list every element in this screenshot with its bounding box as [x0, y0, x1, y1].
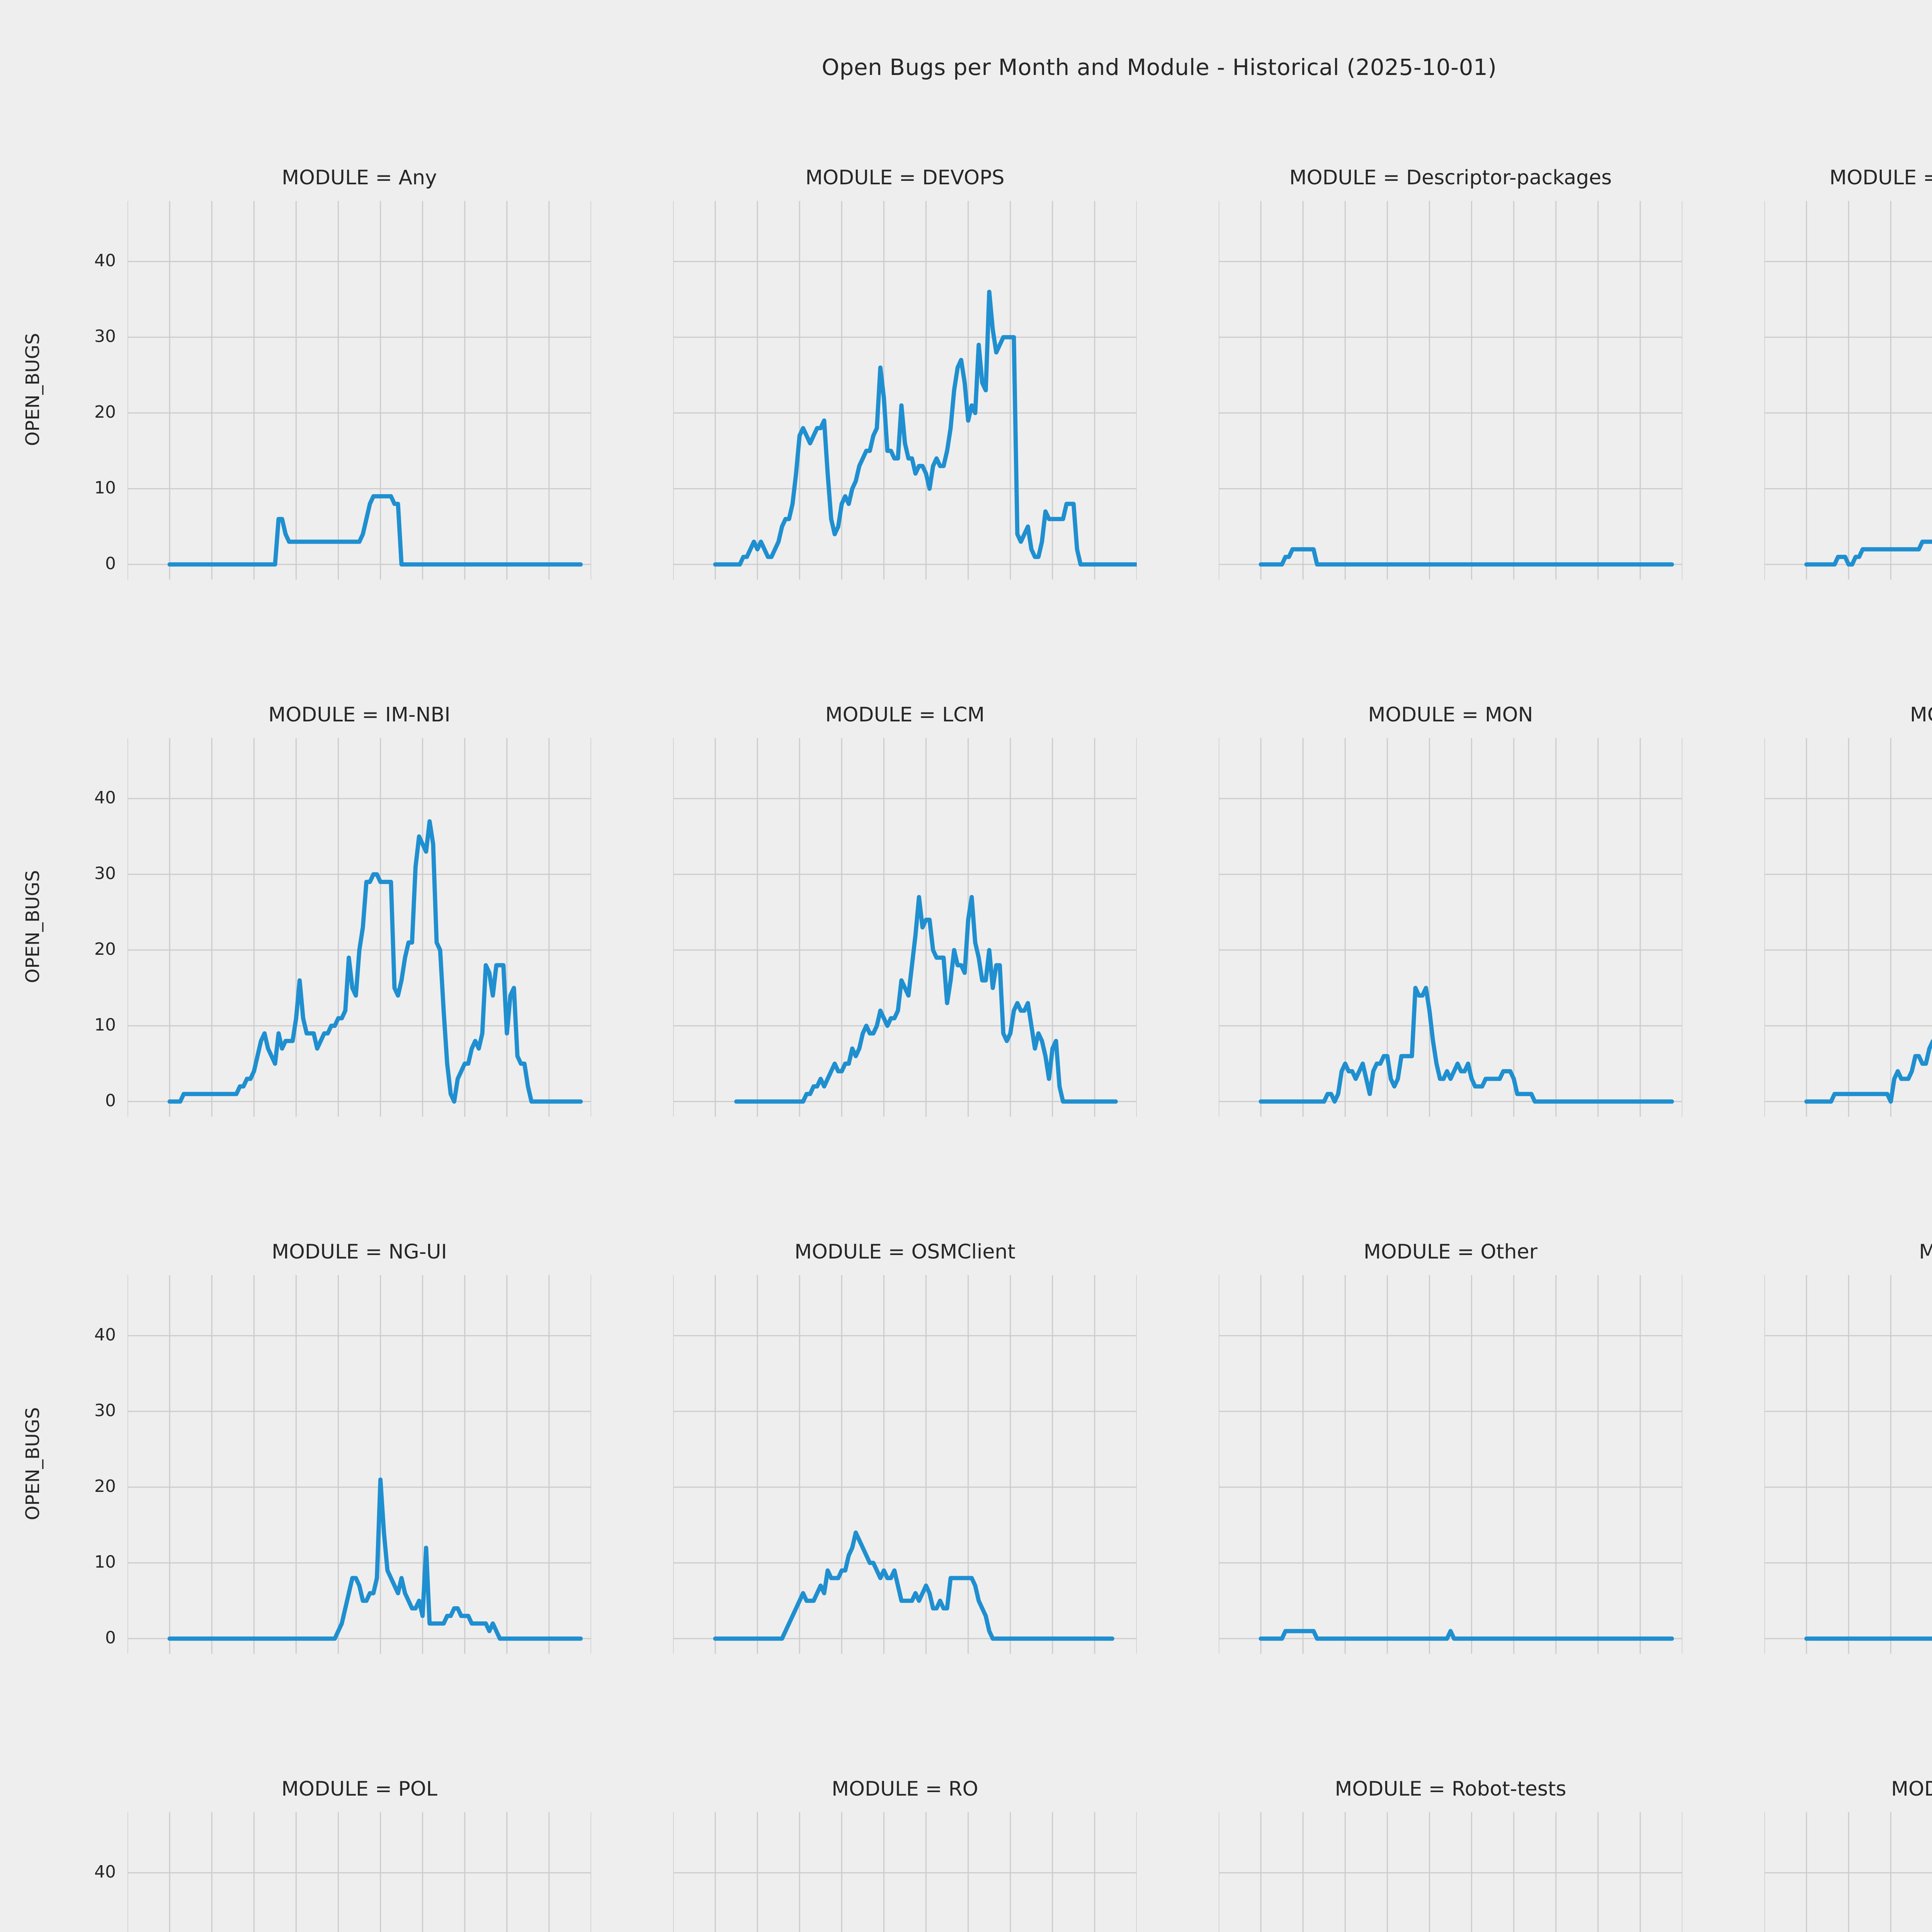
facet-title: MODULE = IM-NBI	[268, 703, 451, 726]
y-tick-label: 40	[94, 1325, 116, 1345]
facet-panel-other: MODULE = Other	[1103, 1240, 1682, 1785]
y-tick-label: 30	[94, 863, 116, 883]
facet-panel-robot-tests: MODULE = Robot-tests20152016201720182019…	[1103, 1777, 1682, 1932]
y-tick-label: 20	[94, 939, 116, 959]
plot-area	[1764, 738, 1932, 1117]
y-axis-label: OPEN_BUGS	[22, 1920, 44, 1932]
plot-area	[1764, 1812, 1932, 1932]
facet-title: MODULE = MON	[1368, 703, 1533, 726]
facet-panel-any: MODULE = Any 0 10 20 30 40 OPEN_BUGS	[12, 166, 591, 711]
facet-title: MODULE = NG-UI	[272, 1240, 447, 1264]
plot-area	[128, 738, 591, 1117]
facet-panel-osmclient: MODULE = OSMClient	[557, 1240, 1137, 1785]
plot-area	[673, 1275, 1137, 1654]
facet-panel-n2vc: MODULE = N2VC	[1648, 703, 1932, 1248]
facet-title: MODULE = N2VC	[1910, 703, 1932, 726]
facet-panel-lcm: MODULE = LCM	[557, 703, 1137, 1248]
y-tick-label: 0	[105, 1628, 116, 1648]
y-axis-label: OPEN_BUGS	[22, 333, 44, 446]
y-tick-label: 30	[94, 326, 116, 346]
y-axis-label: OPEN_BUGS	[22, 1407, 44, 1520]
plot-area	[1219, 1275, 1682, 1654]
facet-title: MODULE = RO	[832, 1777, 978, 1801]
y-tick-label: 40	[94, 1862, 116, 1882]
facet-title: MODULE = Other	[1364, 1240, 1537, 1264]
plot-area	[128, 1812, 591, 1932]
facet-title: MODULE = Documentation / Wiki	[1829, 166, 1932, 189]
y-axis-label: OPEN_BUGS	[22, 870, 44, 983]
facet-title: MODULE = Unknown	[1891, 1777, 1932, 1801]
plot-area	[128, 201, 591, 580]
data-line	[1804, 1636, 1932, 1641]
plot-area	[673, 201, 1137, 580]
facet-panel-ng-ui: MODULE = NG-UI 0 10 20 30 40 OPEN_BUGS	[12, 1240, 591, 1785]
y-tick-label: 20	[94, 402, 116, 422]
facet-panel-pla: MODULE = PLA	[1648, 1240, 1932, 1785]
facet-panel-documentation-wiki: MODULE = Documentation / Wiki	[1648, 166, 1932, 711]
y-tick-label: 40	[94, 787, 116, 808]
facet-panel-devops: MODULE = DEVOPS	[557, 166, 1137, 711]
plot-area	[128, 1275, 591, 1654]
y-tick-label: 40	[94, 250, 116, 270]
data-line	[713, 289, 1137, 567]
facet-panel-ro: MODULE = RO20152016201720182019202020212…	[557, 1777, 1137, 1932]
y-tick-label: 20	[94, 1476, 116, 1496]
data-line	[1259, 1629, 1674, 1641]
facet-panel-mon: MODULE = MON	[1103, 703, 1682, 1248]
data-line	[1804, 1039, 1932, 1104]
figure-title: Open Bugs per Month and Module - Histori…	[821, 54, 1497, 80]
y-tick-label: 10	[94, 1015, 116, 1035]
facet-title: MODULE = Robot-tests	[1335, 1777, 1566, 1801]
data-line	[1804, 539, 1932, 567]
y-tick-label: 10	[94, 1552, 116, 1572]
plot-area	[673, 738, 1137, 1117]
facet-title: MODULE = LCM	[825, 703, 985, 726]
data-line	[1259, 986, 1674, 1104]
facet-title: MODULE = POL	[281, 1777, 437, 1801]
facet-title: MODULE = OSMClient	[794, 1240, 1015, 1264]
facet-title: MODULE = Descriptor-packages	[1289, 166, 1612, 189]
data-line	[734, 895, 1118, 1104]
plot-area	[1219, 1812, 1682, 1932]
y-tick-label: 10	[94, 478, 116, 498]
facet-title: MODULE = PLA	[1919, 1240, 1932, 1264]
plot-area	[1764, 1275, 1932, 1654]
plot-area	[1219, 201, 1682, 580]
data-line	[167, 819, 583, 1104]
facet-title: MODULE = DEVOPS	[805, 166, 1005, 189]
y-tick-label: 30	[94, 1400, 116, 1420]
facet-panel-pol: MODULE = POL010203040OPEN_BUGS	[12, 1777, 591, 1932]
facet-title: MODULE = Any	[282, 166, 437, 189]
y-tick-label: 0	[105, 1090, 116, 1111]
facet-panel-descriptor-packages: MODULE = Descriptor-packages	[1103, 166, 1682, 711]
data-line	[1259, 547, 1674, 567]
plot-area	[673, 1812, 1137, 1932]
data-line	[167, 1477, 583, 1641]
facet-panel-unknown: MODULE = Unknown201520162017201820192020…	[1648, 1777, 1932, 1932]
data-line	[713, 1530, 1114, 1641]
y-tick-label: 0	[105, 553, 116, 573]
data-line	[167, 494, 583, 567]
plot-area	[1764, 201, 1932, 580]
plot-area	[1219, 738, 1682, 1117]
facet-panel-im-nbi: MODULE = IM-NBI 0 10 20 30 40 OPEN_BUGS	[12, 703, 591, 1248]
